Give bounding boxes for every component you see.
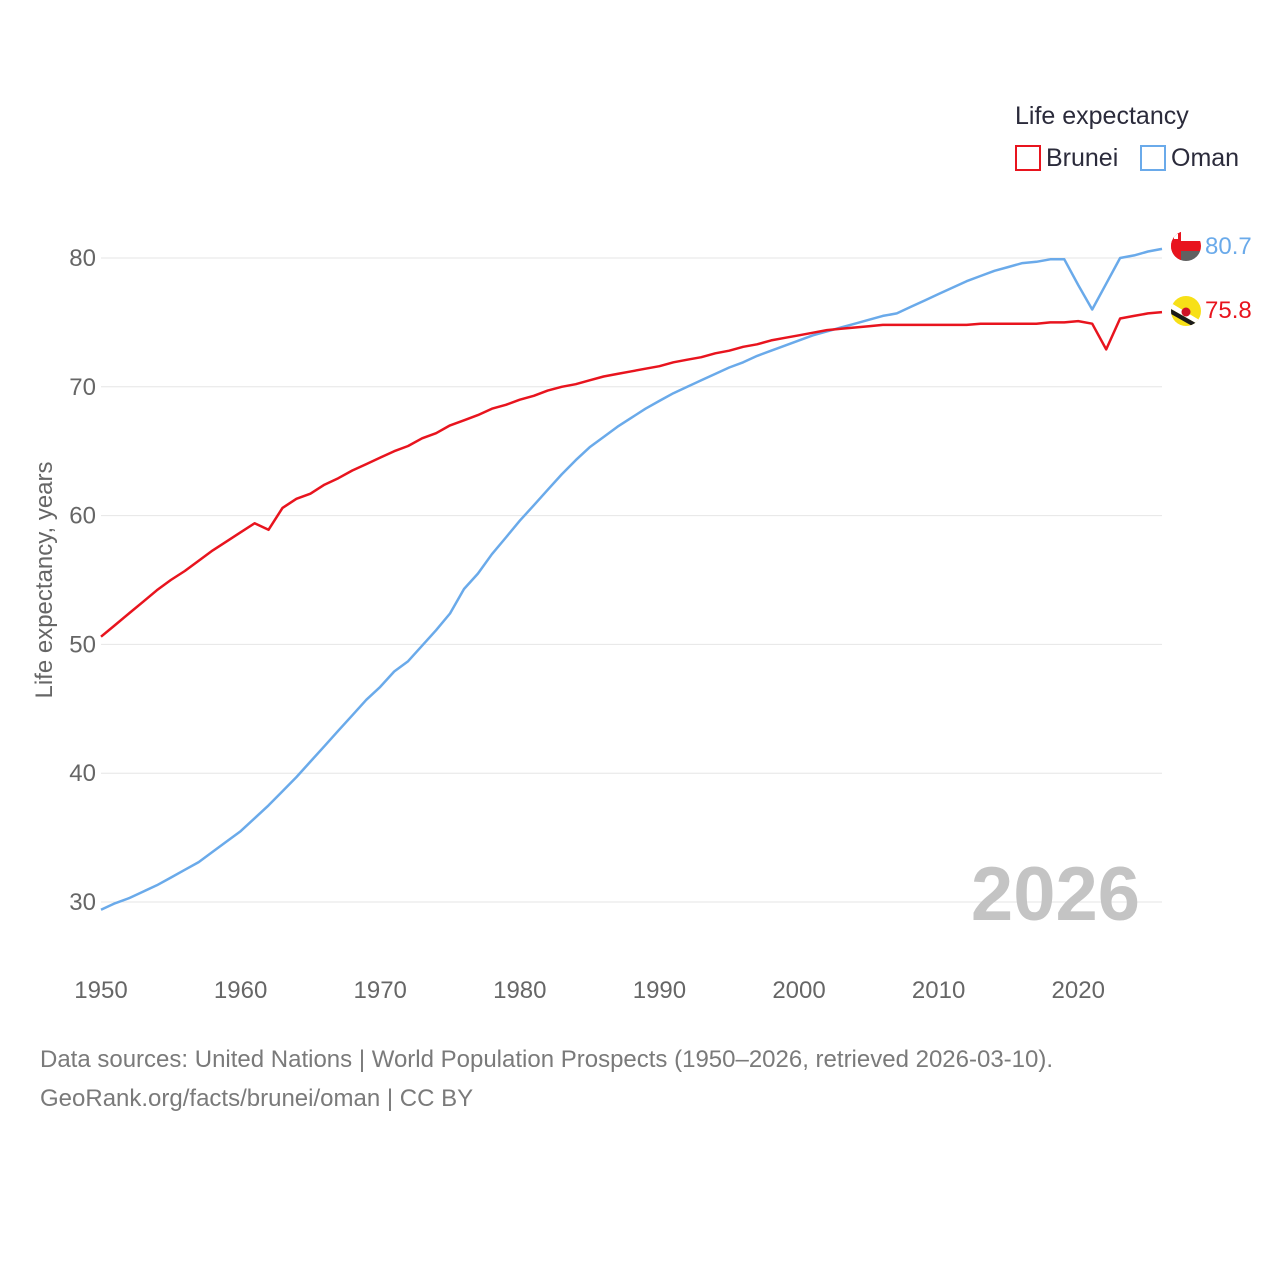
x-tick-label: 1950 xyxy=(74,977,127,1004)
current-year-label: 2026 xyxy=(971,852,1140,937)
end-value-brunei: 75.8 xyxy=(1205,297,1252,324)
gridlines xyxy=(101,257,1162,903)
x-axis-ticks: 1950 1960 1970 1980 1990 2000 2010 2020 xyxy=(74,977,1105,1004)
y-axis-ticks: 30 40 50 60 70 80 xyxy=(69,245,96,916)
source-note: Data sources: United Nations | World Pop… xyxy=(40,1040,1240,1118)
source-line-2: GeoRank.org/facts/brunei/oman | CC BY xyxy=(40,1085,474,1112)
legend-title: Life expectancy xyxy=(1015,102,1189,130)
legend-label-brunei: Brunei xyxy=(1046,144,1118,172)
end-value-oman: 80.7 xyxy=(1205,233,1252,260)
y-tick-label: 50 xyxy=(69,631,96,658)
end-value-labels: 80.7 75.8 xyxy=(1205,233,1252,324)
series-line-oman xyxy=(100,247,1163,911)
y-axis-title: Life expectancy, years xyxy=(31,461,58,698)
legend-item-brunei[interactable]: Brunei xyxy=(1015,144,1118,172)
oman-flag-icon xyxy=(1171,231,1201,261)
source-line-1: Data sources: United Nations | World Pop… xyxy=(40,1046,1054,1073)
x-tick-label: 1970 xyxy=(354,977,407,1004)
y-tick-label: 40 xyxy=(69,760,96,787)
series-lines xyxy=(100,247,1163,911)
legend-swatch-oman xyxy=(1140,145,1166,171)
y-tick-label: 80 xyxy=(69,245,96,272)
brunei-flag-icon xyxy=(1171,296,1201,326)
x-tick-label: 1960 xyxy=(214,977,267,1004)
x-tick-label: 1990 xyxy=(633,977,686,1004)
y-tick-label: 60 xyxy=(69,503,96,530)
x-tick-label: 1980 xyxy=(493,977,546,1004)
legend-swatch-brunei xyxy=(1015,145,1041,171)
series-line-brunei xyxy=(100,310,1163,638)
legend-label-oman: Oman xyxy=(1171,144,1239,172)
y-tick-label: 70 xyxy=(69,374,96,401)
y-tick-label: 30 xyxy=(69,889,96,916)
legend-item-oman[interactable]: Oman xyxy=(1140,144,1239,172)
legend: Life expectancy Brunei Oman xyxy=(1015,102,1239,172)
x-tick-label: 2010 xyxy=(912,977,965,1004)
x-tick-label: 2000 xyxy=(772,977,825,1004)
x-tick-label: 2020 xyxy=(1052,977,1105,1004)
